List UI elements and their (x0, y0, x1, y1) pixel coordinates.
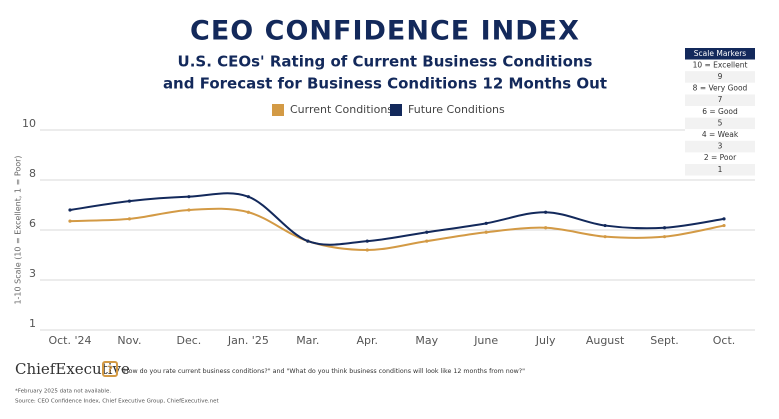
brand-icon-text: ? (107, 365, 113, 376)
point (603, 223, 607, 228)
legend-swatch (390, 104, 402, 116)
markers-row (685, 82, 755, 95)
markers-item: 5 (718, 118, 723, 127)
point (68, 208, 72, 212)
point (187, 208, 191, 212)
markers-title: Scale Markers (694, 49, 746, 58)
legend-label: Future Conditions (408, 103, 505, 116)
markers-item: 3 (718, 142, 723, 151)
legend-label: Current Conditions (290, 103, 393, 116)
markers-item: 2 = Poor (704, 153, 737, 162)
point (662, 235, 667, 239)
legend-swatch (272, 104, 284, 116)
x-tick-label: July (535, 334, 556, 347)
source: Source: CEO Confidence Index, Chief Exec… (15, 399, 219, 405)
markers-row (685, 59, 755, 72)
y-tick-label: 3 (29, 267, 36, 280)
question: "How do you rate current business condit… (121, 368, 525, 375)
markers-row (685, 71, 755, 83)
point (425, 230, 429, 234)
markers-header (685, 48, 755, 60)
markers-row (685, 106, 755, 118)
point (127, 217, 132, 221)
point (662, 226, 667, 230)
markers-item: 8 = Very Good (693, 84, 748, 93)
point (68, 219, 72, 223)
markers-item: 10 = Excellent (693, 60, 748, 69)
x-tick-label: Dec. (177, 334, 202, 347)
x-tick-label: Sept. (650, 334, 679, 347)
x-tick-label: Oct. '24 (48, 334, 91, 347)
point (127, 199, 132, 203)
point (484, 221, 488, 225)
markers-row (685, 117, 755, 130)
plot: 1 3 6 8 10 Oct. '24 Nov. Dec. Jan. '25 Mar. Apr. Ma… (22, 103, 755, 347)
x-tick-label: June (473, 334, 498, 347)
point (246, 210, 250, 214)
markers-row (685, 129, 755, 141)
point (484, 230, 488, 234)
point (365, 248, 369, 252)
markers-row (685, 94, 755, 106)
markers-item: 4 = Weak (702, 130, 739, 139)
brand-icon (102, 361, 118, 377)
chart-title: CEO CONFIDENCE INDEX (190, 16, 580, 47)
markers-row (685, 152, 755, 164)
brand: ChiefExecutive (15, 360, 130, 378)
markers-item: 7 (718, 95, 723, 104)
note: *February 2025 data not available. (15, 389, 111, 395)
point (246, 195, 250, 199)
markers-item: 1 (718, 165, 723, 174)
point (365, 239, 369, 243)
chart-subtitle: and Forecast for Business Conditions 12 … (163, 75, 607, 93)
markers-row (685, 140, 755, 153)
point (722, 217, 726, 221)
line (69, 207, 725, 252)
x-tick-label: Mar. (296, 334, 319, 347)
scale-markers: Scale Markers 10 = Excellent 9 8 = Very Goo… (685, 48, 755, 176)
y-tick-label: 6 (29, 217, 36, 230)
chart-subtitle: U.S. CEOs' Rating of Current Business Co… (178, 53, 593, 71)
x-tick-label: May (415, 334, 438, 347)
point (187, 195, 191, 199)
line (69, 192, 725, 246)
y-axis-label: 1-10 Scale (10 = Excellent, 1 = Poor) (14, 155, 23, 304)
y-tick-label: 10 (22, 117, 36, 130)
point (544, 226, 548, 230)
point (603, 235, 607, 239)
x-tick-label: Oct. (713, 334, 736, 347)
x-tick-label: Jan. '25 (227, 334, 269, 347)
point (425, 239, 429, 243)
y-tick-label: 8 (29, 167, 36, 180)
y-tick-label: 1 (29, 317, 36, 330)
markers-item: 9 (718, 72, 723, 81)
x-tick-label: Apr. (357, 334, 379, 347)
point (306, 239, 310, 243)
markers-item: 6 = Good (702, 107, 738, 116)
point (544, 210, 548, 214)
markers-row (685, 164, 755, 176)
x-tick-label: Nov. (117, 334, 141, 347)
x-tick-label: August (586, 334, 625, 347)
point (722, 223, 726, 228)
